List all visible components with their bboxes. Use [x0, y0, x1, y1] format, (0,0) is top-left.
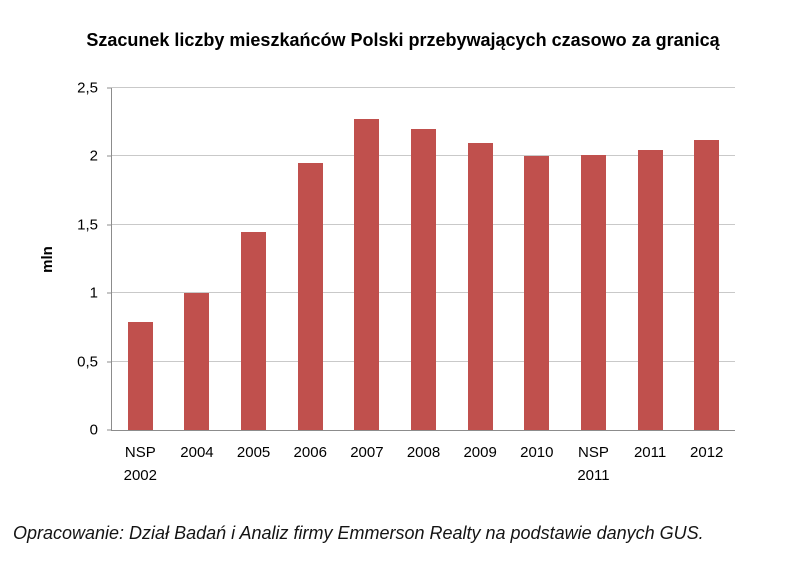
x-axis-label: 2010 [520, 444, 554, 461]
bar-column [169, 88, 226, 430]
bar-column [565, 88, 622, 430]
y-axis-tick-label: 0,5 [77, 353, 98, 371]
y-axis-tick-mark [107, 155, 112, 157]
x-axis-label: 2005 [236, 444, 271, 461]
y-axis: 0 0,5 1 1,5 2 2,5 [0, 80, 112, 439]
y-axis-tick-mark [107, 292, 112, 294]
plot-area [111, 87, 735, 431]
x-axis-label: 2012 [690, 444, 724, 461]
bar [580, 155, 606, 430]
y-axis-tick-mark [107, 361, 112, 363]
bar-series [112, 88, 735, 430]
x-axis-label: 2004 [180, 444, 214, 461]
bar [184, 293, 210, 430]
x-axis-line [111, 430, 735, 431]
y-axis-tick-mark [107, 224, 112, 226]
bar-column [395, 88, 452, 430]
x-axis: NSP 2002 2004 2005 2006 2007 2008 2009 2010 NSP … [112, 441, 735, 487]
chart-title: Szacunek liczby mieszkańców Polski przeb… [86, 30, 720, 50]
source-note: Opracowanie: Dział Badań i Analiz firmy … [13, 523, 704, 543]
gridline [112, 87, 735, 88]
bar-column [622, 88, 679, 430]
bar [354, 119, 380, 430]
y-axis-tick-label: 2 [89, 147, 98, 165]
x-axis-label: 2007 [350, 444, 384, 461]
bar-column [678, 88, 735, 430]
bar-column [112, 88, 169, 430]
y-axis-tick-label: 0 [89, 421, 98, 439]
y-axis-tick-label: 1 [89, 284, 98, 302]
bar [637, 149, 663, 430]
bar-column [452, 88, 509, 430]
bar [411, 129, 437, 430]
bar [524, 156, 550, 430]
bar-column [282, 88, 339, 430]
bar [241, 231, 267, 430]
bar-column [225, 88, 282, 430]
y-axis-tick-mark [107, 429, 112, 431]
x-axis-label: 2006 [293, 444, 327, 461]
y-axis-line [111, 88, 112, 430]
bar [127, 321, 153, 430]
x-axis-label: 2008 [406, 444, 441, 461]
x-axis-label: 2009 [463, 444, 497, 461]
bar [297, 163, 323, 430]
x-axis-label: NSP 2002 [123, 444, 157, 484]
bar [694, 139, 720, 430]
x-axis-label: NSP 2011 [577, 444, 610, 484]
bar-column [339, 88, 396, 430]
bar-column [508, 88, 565, 430]
y-axis-tick-mark [107, 87, 112, 89]
y-axis-tick-label: 2,5 [77, 79, 98, 97]
bar [467, 142, 493, 430]
y-axis-tick-label: 1,5 [77, 216, 98, 234]
x-axis-label: 2011 [633, 444, 667, 461]
